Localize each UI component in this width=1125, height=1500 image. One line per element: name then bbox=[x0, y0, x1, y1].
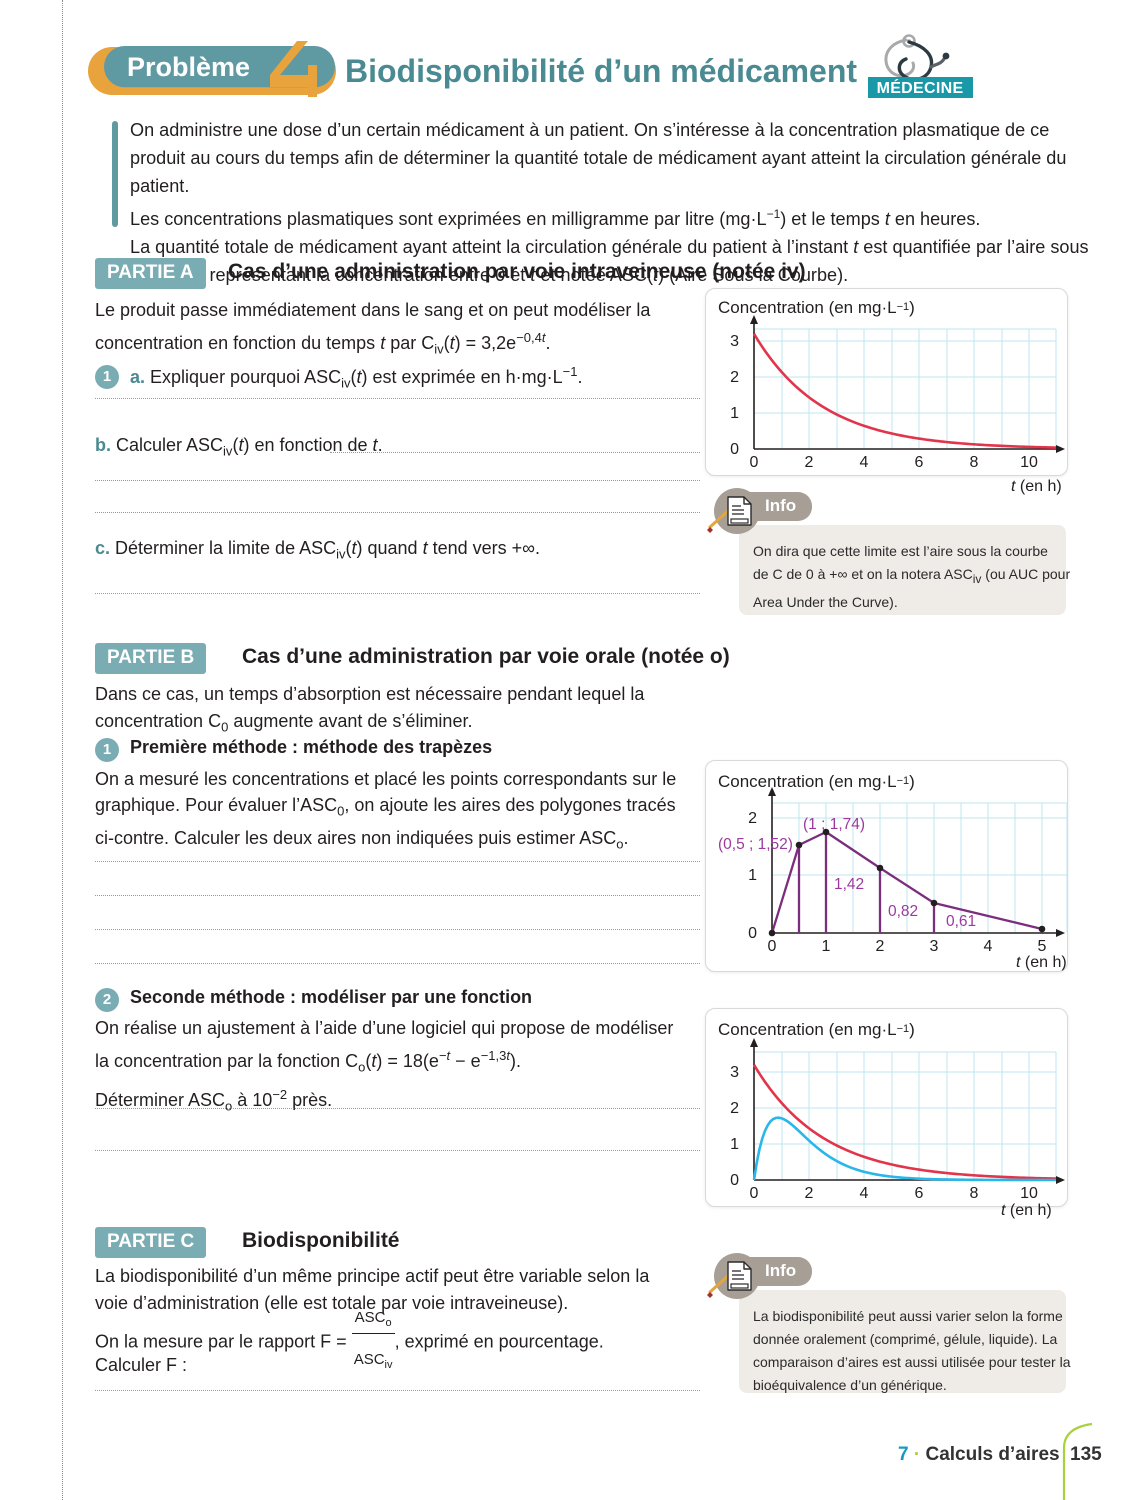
svg-text:8: 8 bbox=[970, 454, 979, 471]
svg-text:1: 1 bbox=[748, 867, 757, 884]
svg-text:2: 2 bbox=[730, 369, 739, 386]
svg-text:4: 4 bbox=[984, 938, 993, 955]
svg-text:0: 0 bbox=[750, 1185, 759, 1202]
svg-text:2: 2 bbox=[748, 810, 757, 827]
svg-text:(1 ; 1,74): (1 ; 1,74) bbox=[803, 816, 865, 833]
svg-text:0,61: 0,61 bbox=[946, 913, 976, 930]
svg-text:2: 2 bbox=[805, 1185, 814, 1202]
svg-text:t (en h): t (en h) bbox=[1011, 478, 1062, 495]
svg-text:Concentration (en mg·L−1): Concentration (en mg·L−1) bbox=[718, 298, 915, 317]
svg-text:3: 3 bbox=[730, 1064, 739, 1081]
svg-text:2: 2 bbox=[876, 938, 885, 955]
svg-text:1: 1 bbox=[822, 938, 831, 955]
svg-text:t (en h): t (en h) bbox=[1001, 1202, 1052, 1219]
svg-text:Problème: Problème bbox=[127, 52, 250, 82]
svg-text:0: 0 bbox=[730, 1172, 739, 1189]
svg-text:1,42: 1,42 bbox=[834, 876, 864, 893]
svg-text:0: 0 bbox=[730, 441, 739, 458]
svg-text:1: 1 bbox=[730, 405, 739, 422]
svg-text:0: 0 bbox=[748, 925, 757, 942]
svg-text:0: 0 bbox=[750, 454, 759, 471]
svg-text:Concentration (en mg·L−1): Concentration (en mg·L−1) bbox=[718, 1020, 915, 1039]
svg-text:3: 3 bbox=[930, 938, 939, 955]
svg-text:(0,5 ; 1,52): (0,5 ; 1,52) bbox=[718, 836, 793, 853]
svg-text:0: 0 bbox=[768, 938, 777, 955]
svg-text:1: 1 bbox=[730, 1136, 739, 1153]
svg-text:Concentration (en mg·L−1): Concentration (en mg·L−1) bbox=[718, 772, 915, 791]
svg-text:10: 10 bbox=[1020, 454, 1038, 471]
svg-text:t (en h): t (en h) bbox=[1016, 954, 1067, 971]
svg-text:0,82: 0,82 bbox=[888, 903, 918, 920]
svg-text:10: 10 bbox=[1020, 1185, 1038, 1202]
svg-text:5: 5 bbox=[1038, 938, 1047, 955]
svg-text:MÉDECINE: MÉDECINE bbox=[877, 78, 964, 97]
svg-text:6: 6 bbox=[915, 454, 924, 471]
svg-text:4: 4 bbox=[860, 1185, 869, 1202]
svg-text:2: 2 bbox=[730, 1100, 739, 1117]
svg-text:3: 3 bbox=[730, 333, 739, 350]
svg-text:6: 6 bbox=[915, 1185, 924, 1202]
svg-text:8: 8 bbox=[970, 1185, 979, 1202]
svg-text:2: 2 bbox=[805, 454, 814, 471]
svg-text:4: 4 bbox=[860, 454, 869, 471]
